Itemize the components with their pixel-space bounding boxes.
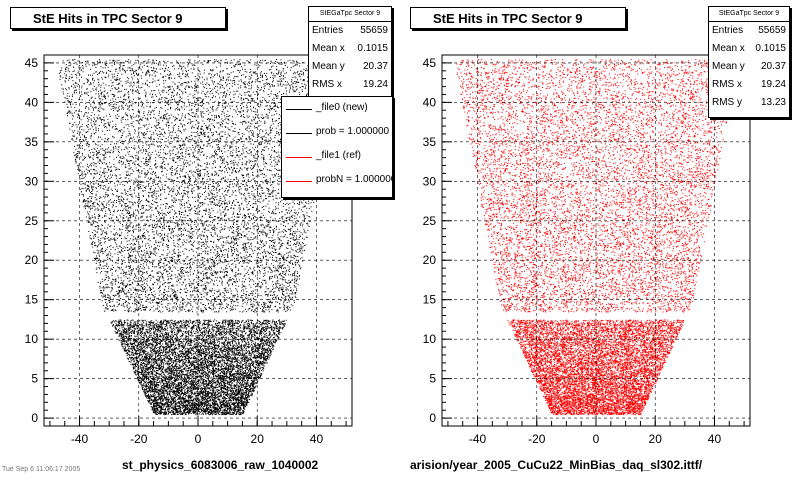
stats-value: 55659 bbox=[360, 25, 388, 36]
x-tick-label: 20 bbox=[251, 432, 265, 446]
footer-timestamp: Tue Sep 6 11:06:17 2005 bbox=[2, 466, 81, 473]
y-tick-label: 10 bbox=[25, 332, 39, 346]
stats-value: 13.23 bbox=[760, 97, 786, 108]
chart-title-text-left: StE Hits in TPC Sector 9 bbox=[33, 11, 183, 26]
histogram-pad-right: -40 -20 0 20 40 0 5 10 15 20 25 30 35 40 45 StE Hits i… bbox=[398, 0, 798, 480]
y-tick-label: 10 bbox=[423, 332, 437, 346]
legend-entry: _file1 (ref) bbox=[282, 147, 392, 169]
stats-header-right: StEGaTpc Sector 9 bbox=[709, 7, 789, 22]
legend: _file0 (new) prob = 1.000000 _file1 (ref… bbox=[281, 96, 393, 198]
y-tick-label: 20 bbox=[423, 253, 437, 267]
stats-row: Entries 55659 bbox=[309, 22, 391, 40]
stats-value: 0.1015 bbox=[755, 43, 786, 54]
x-tick-label: -20 bbox=[130, 432, 148, 446]
y-tick-label: 45 bbox=[25, 56, 39, 70]
hit-marker bbox=[58, 58, 341, 416]
scatter-plot-right: -40 -20 0 20 40 0 5 10 15 20 25 30 35 40 45 bbox=[423, 54, 751, 446]
x-tick-label: -40 bbox=[469, 432, 487, 446]
y-tick-label: 0 bbox=[31, 411, 38, 425]
stats-value: 19.24 bbox=[362, 79, 388, 90]
stats-label: Mean x bbox=[312, 43, 345, 54]
chart-title-left: StE Hits in TPC Sector 9 bbox=[10, 7, 226, 29]
stats-row: Mean y 20.37 bbox=[709, 58, 789, 76]
legend-entry: prob = 1.000000 bbox=[282, 123, 392, 145]
x-tick-label: 0 bbox=[593, 432, 600, 446]
x-tick-label: 0 bbox=[195, 432, 202, 446]
x-tick-label: 20 bbox=[649, 432, 663, 446]
histogram-pad-left: -40 -20 0 20 40 0 5 10 15 20 25 30 35 40 45 StE Hits i… bbox=[10, 6, 393, 472]
stats-row: RMS x 19.24 bbox=[309, 76, 391, 94]
y-tick-label: 30 bbox=[423, 174, 437, 188]
y-tick-label: 0 bbox=[429, 411, 436, 425]
legend-line-icon bbox=[286, 181, 312, 182]
stats-row: Mean y 20.37 bbox=[309, 58, 391, 76]
hit-points bbox=[58, 58, 341, 416]
y-tick-label: 5 bbox=[429, 372, 436, 386]
stats-label: Mean y bbox=[712, 61, 745, 72]
y-tick-label: 20 bbox=[25, 253, 39, 267]
y-tick-label: 25 bbox=[423, 214, 437, 228]
stats-label: Entries bbox=[312, 25, 344, 36]
stats-header-left: StEGaTpc Sector 9 bbox=[309, 7, 391, 22]
stats-value: 19.24 bbox=[760, 79, 786, 90]
legend-label: prob = 1.000000 bbox=[316, 126, 390, 137]
legend-entry: probN = 1.000000 bbox=[282, 171, 393, 193]
x-tick-label: 40 bbox=[708, 432, 722, 446]
stats-row: Mean x 0.1015 bbox=[309, 40, 391, 58]
chart-title-right: StE Hits in TPC Sector 9 bbox=[410, 7, 626, 29]
stats-label: RMS y bbox=[712, 97, 742, 108]
x-tick-label: 40 bbox=[310, 432, 324, 446]
legend-line-icon bbox=[286, 133, 312, 134]
chart-title-text-right: StE Hits in TPC Sector 9 bbox=[433, 11, 583, 26]
stats-label: Entries bbox=[712, 25, 744, 36]
y-tick-label: 25 bbox=[25, 214, 39, 228]
legend-line-icon bbox=[286, 109, 312, 110]
file-label-right: arision/year_2005_CuCu22_MinBias_daq_sl3… bbox=[410, 458, 703, 472]
stats-value: 20.37 bbox=[362, 61, 388, 72]
stats-row: Entries 55659 bbox=[709, 22, 789, 40]
stats-row: RMS x 19.24 bbox=[709, 76, 789, 94]
file-label-left: st_physics_6083006_raw_1040002 bbox=[122, 458, 319, 472]
stats-label: RMS x bbox=[312, 79, 342, 90]
y-tick-label: 5 bbox=[31, 372, 38, 386]
stats-value: 0.1015 bbox=[357, 43, 388, 54]
legend-label: _file0 (new) bbox=[316, 102, 368, 113]
y-tick-label: 15 bbox=[423, 293, 437, 307]
stats-value: 55659 bbox=[758, 25, 786, 36]
legend-label: probN = 1.000000 bbox=[316, 174, 393, 185]
y-tick-label: 45 bbox=[423, 56, 437, 70]
stats-row: Mean x 0.1015 bbox=[709, 40, 789, 58]
legend-entry: _file0 (new) bbox=[282, 99, 392, 121]
stats-box-right: StEGaTpc Sector 9 Entries 55659 Mean x 0… bbox=[708, 6, 790, 118]
x-tick-label: -20 bbox=[528, 432, 546, 446]
y-tick-label: 40 bbox=[25, 95, 39, 109]
y-tick-label: 30 bbox=[25, 174, 39, 188]
y-tick-label: 15 bbox=[25, 293, 39, 307]
stats-label: RMS x bbox=[712, 79, 742, 90]
stats-row: RMS y 13.23 bbox=[709, 94, 789, 112]
legend-label: _file1 (ref) bbox=[316, 150, 362, 161]
stats-label: Mean x bbox=[712, 43, 745, 54]
stats-box-left: StEGaTpc Sector 9 Entries 55659 Mean x 0… bbox=[308, 6, 392, 98]
y-tick-label: 35 bbox=[25, 135, 39, 149]
legend-line-icon bbox=[286, 157, 312, 158]
stats-value: 20.37 bbox=[760, 61, 786, 72]
y-tick-label: 35 bbox=[423, 135, 437, 149]
y-tick-label: 40 bbox=[423, 95, 437, 109]
x-tick-label: -40 bbox=[71, 432, 89, 446]
stats-label: Mean y bbox=[312, 61, 345, 72]
